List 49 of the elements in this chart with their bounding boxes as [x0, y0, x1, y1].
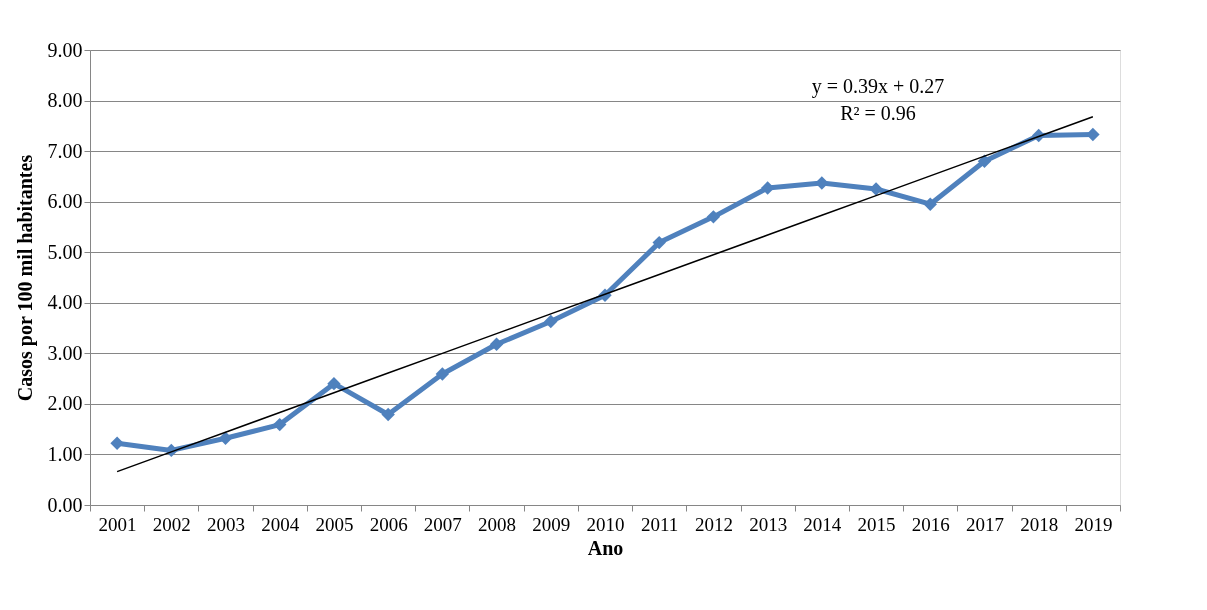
y-tick-label: 1.00 [47, 442, 83, 465]
x-tick-label: 2010 [586, 513, 625, 535]
y-axis-title: Casos por 100 mil habitantes [13, 154, 37, 402]
point [327, 376, 341, 391]
x-tick-label: 2011 [641, 513, 679, 535]
annotation: y = 0.39x + 0.27 [811, 75, 945, 98]
x-tick-label: 2015 [857, 513, 896, 535]
annotation: R² = 0.96 [840, 102, 916, 124]
x-tick-label: 2008 [478, 513, 517, 535]
y-tick-label: 7.00 [47, 139, 83, 162]
point [110, 436, 124, 451]
y-tick-label: 3.00 [47, 341, 83, 364]
x-tick-label: 2013 [749, 513, 788, 535]
point [435, 367, 450, 381]
point [977, 154, 992, 168]
point [815, 176, 829, 190]
point [1086, 127, 1100, 142]
x-tick-label: 2014 [803, 513, 842, 535]
point [218, 431, 233, 445]
point [544, 314, 558, 329]
y-tick-label: 9.00 [47, 38, 83, 61]
x-tick-label: 2001 [98, 513, 137, 535]
y-tick-label: 2.00 [47, 392, 83, 415]
point [869, 182, 883, 196]
x-tick-label: 2017 [965, 513, 1004, 535]
y-tick-label: 5.00 [47, 240, 83, 263]
point [489, 337, 504, 351]
x-tick-label: 2004 [261, 513, 300, 535]
point [381, 407, 395, 422]
x-axis-title: Ano [587, 536, 624, 559]
x-tick-label: 2016 [911, 513, 950, 535]
y-tick-label: 6.00 [47, 190, 83, 213]
x-tick-label: 2006 [369, 513, 408, 535]
y-tick-label: 0.00 [47, 493, 83, 516]
x-tick-label: 2003 [207, 513, 246, 535]
y-tick-label: 4.00 [47, 291, 83, 314]
x-tick-label: 2019 [1074, 513, 1113, 535]
point [652, 235, 666, 250]
x-tick-label: 2005 [315, 513, 354, 535]
x-tick-label: 2002 [152, 513, 191, 535]
point [273, 417, 287, 432]
point [706, 210, 721, 224]
point [760, 181, 775, 195]
x-tick-label: 2009 [532, 513, 571, 535]
y-tick-label: 8.00 [47, 89, 83, 112]
point [923, 197, 937, 211]
x-tick-label: 2018 [1020, 513, 1059, 535]
x-tick-label: 2012 [694, 513, 733, 535]
x-tick-label: 2007 [423, 513, 462, 535]
